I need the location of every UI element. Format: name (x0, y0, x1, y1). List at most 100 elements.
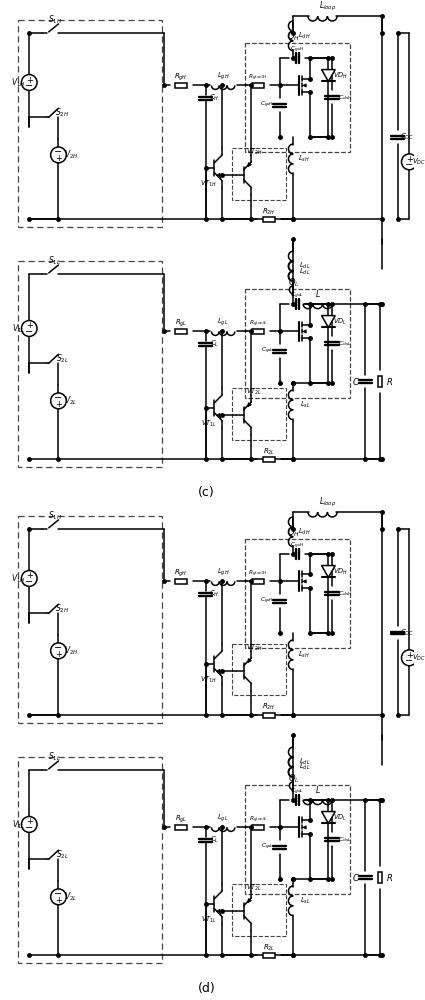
Text: −: − (54, 889, 62, 899)
Text: $L_{dH}$: $L_{dH}$ (298, 527, 310, 537)
Text: $C_{gsL}$: $C_{gsL}$ (261, 842, 273, 852)
Circle shape (402, 154, 417, 170)
Bar (377, 872, 382, 883)
Text: $C_{dsL}$: $C_{dsL}$ (338, 339, 352, 348)
Text: −: − (25, 327, 33, 337)
Polygon shape (322, 566, 335, 577)
Text: $C_{DC}$: $C_{DC}$ (400, 132, 414, 142)
Text: +: + (26, 817, 33, 826)
Text: $V_{2L}$: $V_{2L}$ (65, 891, 78, 903)
Text: +: + (26, 571, 33, 580)
Text: −: − (54, 147, 62, 157)
Text: $L_{loop}$: $L_{loop}$ (319, 0, 336, 13)
Text: $R_{2H}$: $R_{2H}$ (262, 702, 276, 712)
Text: $VT_{1H}$: $VT_{1H}$ (200, 675, 217, 685)
Text: $S_{1H}$: $S_{1H}$ (48, 510, 62, 522)
Text: $C_{gsH}$: $C_{gsH}$ (260, 596, 274, 606)
Text: $R_{gL}$: $R_{gL}$ (175, 318, 187, 329)
Circle shape (51, 393, 66, 409)
Text: $L_{gH}$: $L_{gH}$ (217, 567, 230, 578)
Text: $V_{1H}$: $V_{1H}$ (11, 76, 26, 89)
Bar (252, 579, 264, 584)
Text: $S_{2L}$: $S_{2L}$ (56, 849, 69, 861)
Text: $VD_L$: $VD_L$ (333, 316, 347, 327)
Text: $V_{DC}$: $V_{DC}$ (412, 653, 425, 663)
Text: $L_{sH}$: $L_{sH}$ (298, 154, 310, 164)
Text: $L_{sH}$: $L_{sH}$ (298, 650, 310, 660)
Text: $VT_{1H}$: $VT_{1H}$ (200, 179, 217, 189)
Text: $VD_H$: $VD_H$ (333, 70, 348, 81)
Text: $C_H$: $C_H$ (209, 589, 220, 599)
Text: $R$: $R$ (386, 376, 393, 387)
Text: −: − (25, 823, 33, 833)
Text: $L_{dH}$: $L_{dH}$ (298, 31, 310, 41)
Bar (252, 825, 264, 830)
Text: $C_{gsH}$: $C_{gsH}$ (260, 100, 274, 110)
Text: $C_L$: $C_L$ (210, 339, 219, 349)
Text: $R_{g(on)H}$: $R_{g(on)H}$ (248, 568, 268, 579)
Text: $VT_{2H}$: $VT_{2H}$ (246, 147, 263, 157)
Polygon shape (322, 812, 335, 823)
Bar (245, 43, 350, 152)
Bar (232, 884, 286, 936)
Text: $V_{DC}$: $V_{DC}$ (412, 157, 425, 167)
Bar (176, 329, 187, 334)
Text: $C$: $C$ (352, 376, 360, 387)
Text: $V_{1L}$: $V_{1L}$ (12, 322, 25, 335)
Text: $VT_{1L}$: $VT_{1L}$ (201, 419, 216, 429)
Bar (263, 457, 275, 462)
Circle shape (21, 321, 37, 336)
Text: $Q_L$: $Q_L$ (288, 277, 299, 289)
Bar (263, 953, 275, 958)
Bar (17, 516, 162, 723)
Text: $L$: $L$ (315, 288, 320, 299)
Bar (17, 261, 162, 467)
Bar (176, 579, 187, 584)
Text: $C_{dsL}$: $C_{dsL}$ (338, 835, 352, 844)
Text: $S_{1H}$: $S_{1H}$ (48, 14, 62, 26)
Text: $C_{gdH}$: $C_{gdH}$ (290, 45, 305, 55)
Text: $C$: $C$ (352, 872, 360, 883)
Text: $S_{2H}$: $S_{2H}$ (55, 603, 69, 615)
Text: $R_{2L}$: $R_{2L}$ (263, 942, 275, 953)
Text: $S_{2H}$: $S_{2H}$ (55, 107, 69, 119)
Text: +: + (26, 321, 33, 330)
Bar (17, 757, 162, 963)
Text: $L_{sL}$: $L_{sL}$ (300, 896, 310, 906)
Text: $L_{dL}$: $L_{dL}$ (299, 762, 311, 772)
Polygon shape (322, 70, 335, 81)
Text: $C_{gdL}$: $C_{gdL}$ (290, 787, 304, 797)
Polygon shape (322, 316, 335, 327)
Text: $R_{gL}$: $R_{gL}$ (175, 814, 187, 825)
Text: $R_{g(on)H}$: $R_{g(on)H}$ (248, 72, 268, 83)
Text: +: + (26, 76, 33, 85)
Circle shape (402, 650, 417, 666)
Text: $R$: $R$ (386, 872, 393, 883)
Bar (252, 83, 264, 88)
Text: $L_{gL}$: $L_{gL}$ (218, 317, 229, 328)
Text: $V_{2H}$: $V_{2H}$ (64, 645, 78, 657)
Bar (232, 644, 286, 695)
Text: $S_{2L}$: $S_{2L}$ (56, 353, 69, 365)
Text: $Q_L$: $Q_L$ (288, 773, 299, 785)
Text: $R_{2H}$: $R_{2H}$ (262, 206, 276, 217)
Text: +: + (406, 155, 413, 164)
Text: +: + (55, 400, 62, 409)
Text: $R_{gH}$: $R_{gH}$ (175, 568, 188, 579)
Text: $R_{gH}$: $R_{gH}$ (175, 72, 188, 83)
Text: $C_{dsH}$: $C_{dsH}$ (338, 93, 352, 102)
Text: $L_{dL}$: $L_{dL}$ (299, 757, 311, 767)
Text: $Q_H$: $Q_H$ (287, 31, 300, 43)
Bar (17, 20, 162, 227)
Text: $VT_{1L}$: $VT_{1L}$ (201, 915, 216, 925)
Text: +: + (55, 650, 62, 659)
Text: $V_{2L}$: $V_{2L}$ (65, 395, 78, 407)
Circle shape (21, 75, 37, 90)
Text: −: − (405, 656, 414, 666)
Text: $VD_H$: $VD_H$ (333, 566, 348, 577)
Text: +: + (55, 154, 62, 163)
Text: $R_{2L}$: $R_{2L}$ (263, 446, 275, 457)
Bar (377, 376, 382, 387)
Text: +: + (55, 896, 62, 905)
Bar (176, 825, 187, 830)
